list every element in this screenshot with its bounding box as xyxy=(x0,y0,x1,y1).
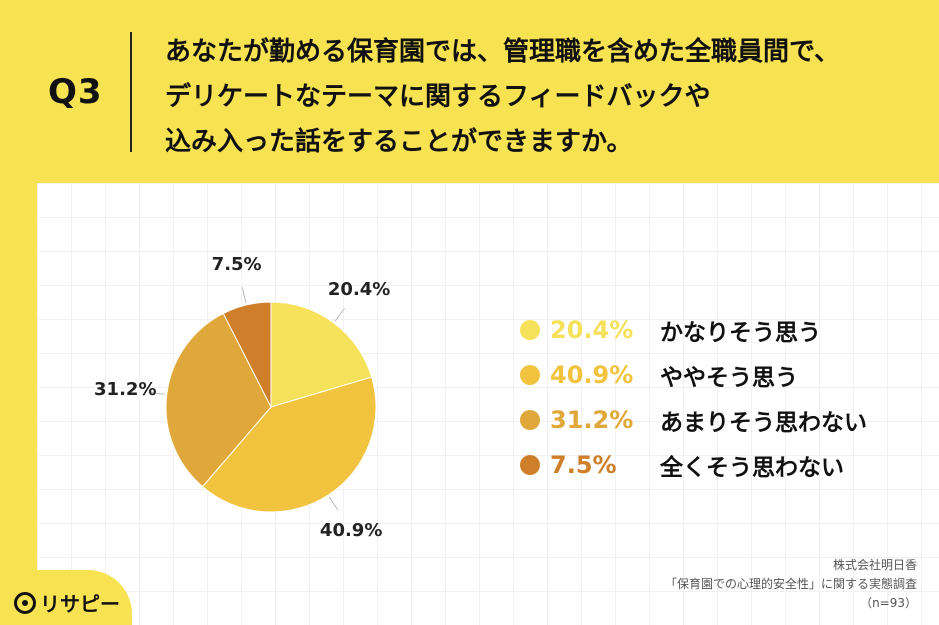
pie-label: 7.5% xyxy=(211,253,262,275)
question-line: 込み入った話をすることができますか。 xyxy=(165,127,633,157)
legend-label: あまりそう思わない xyxy=(660,409,867,436)
brand-logo: リサピー xyxy=(14,588,120,617)
legend-swatch xyxy=(520,364,540,385)
legend-value: 40.9% xyxy=(550,360,634,389)
source-survey: 「保育園での心理的安全性」に関する実態調査 xyxy=(664,577,917,591)
legend-swatch xyxy=(520,319,540,340)
header-divider xyxy=(130,32,132,152)
question-line: デリケートなテーマに関するフィードバックや xyxy=(165,82,711,112)
legend-label: 全くそう思わない xyxy=(660,454,844,481)
pie-slice xyxy=(270,301,373,408)
pie-leader-line xyxy=(241,287,247,304)
source-note: 株式会社明日香 「保育園での心理的安全性」に関する実態調査 （n=93） xyxy=(665,556,917,613)
pie-leader-line xyxy=(328,496,339,511)
pie-label: 20.4% xyxy=(327,278,391,300)
pie-leader-line xyxy=(148,391,165,395)
legend-swatch xyxy=(520,409,540,430)
legend-item: 7.5% 全くそう思わない xyxy=(520,442,867,487)
pie-slice xyxy=(222,301,272,408)
pie-slices xyxy=(165,301,377,513)
legend-value: 7.5% xyxy=(550,450,617,479)
legend-item: 40.9% ややそう思う xyxy=(520,352,867,397)
legend-item: 20.4% かなりそう思う xyxy=(520,307,867,352)
brand-logo-text: リサピー xyxy=(40,592,120,616)
legend-label: ややそう思う xyxy=(660,364,798,391)
brand-logo-icon xyxy=(14,591,36,614)
legend-label: かなりそう思う xyxy=(660,319,821,346)
legend-item: 31.2% あまりそう思わない xyxy=(520,397,867,442)
legend-swatch xyxy=(520,454,540,475)
pie-slice xyxy=(165,312,272,488)
question-number: Q3 xyxy=(48,72,103,112)
pie-leader-line xyxy=(334,308,345,322)
source-sample: （n=93） xyxy=(860,596,917,610)
source-company: 株式会社明日香 xyxy=(832,558,917,572)
chart-legend: 20.4% かなりそう思う 40.9% ややそう思う 31.2% あまりそう思わ… xyxy=(520,307,867,487)
legend-value: 20.4% xyxy=(550,315,634,344)
pie-label: 31.2% xyxy=(94,378,157,400)
question-text: あなたが勤める保育園では、管理職を含めた全職員間で、 デリケートなテーマに関する… xyxy=(165,30,905,165)
pie-slice xyxy=(201,376,377,513)
pie-label: 40.9% xyxy=(319,519,383,541)
pie-leader-lines xyxy=(148,287,345,511)
legend-value: 31.2% xyxy=(550,405,634,434)
question-line: あなたが勤める保育園では、管理職を含めた全職員間で、 xyxy=(165,37,840,67)
